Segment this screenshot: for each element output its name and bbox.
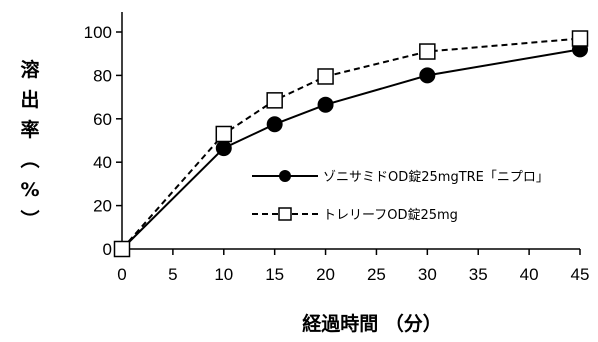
y-axis-title-char: % — [20, 179, 39, 201]
x-tick-label: 0 — [117, 265, 126, 284]
legend-marker-1 — [279, 170, 291, 182]
series-line-1 — [121, 48, 581, 250]
chart-legend: ゾニサミドOD錠25mgTRE「ニプロ」トレリーフOD錠25mg — [252, 170, 549, 223]
x-axis-title: 経過時間 （分） — [302, 312, 442, 335]
series-2-point — [571, 30, 589, 47]
x-tick-label: 40 — [520, 265, 539, 284]
x-tick-label: 10 — [214, 265, 233, 284]
series-2-point — [317, 68, 334, 85]
series-line-2 — [121, 37, 581, 250]
y-axis-title-char: ） — [18, 209, 41, 228]
series-2-point — [266, 92, 283, 109]
chart-lines — [121, 37, 581, 250]
legend-marker-2 — [278, 207, 292, 221]
series-1-point — [266, 116, 283, 133]
y-axis-title-char: 出 — [20, 88, 39, 111]
legend-label-1: ゾニサミドOD錠25mgTRE「ニプロ」 — [323, 170, 549, 185]
x-tick-label: 15 — [265, 265, 284, 284]
chart-titles: 経過時間 （分） 溶出率 （% ） — [18, 58, 442, 335]
chart-axes — [121, 12, 580, 250]
y-axis-title-char: （ — [18, 149, 41, 168]
x-tick-label: 35 — [469, 265, 488, 284]
legend-label-2: トレリーフOD錠25mg — [323, 208, 458, 223]
series-1-point — [419, 67, 436, 84]
series-2-point — [419, 43, 436, 60]
chart-ticks: 0 20 40 60 80 100 0 5 10 15 20 25 30 35 40 45 — [84, 23, 590, 284]
series-1-point — [317, 96, 334, 113]
series-2-point — [113, 240, 131, 258]
chart-markers — [113, 30, 589, 258]
x-tick-label: 20 — [316, 265, 335, 284]
y-tick-label: 40 — [93, 153, 112, 172]
series-1-point — [215, 140, 232, 157]
x-tick-label: 45 — [571, 265, 590, 284]
y-tick-label: 0 — [103, 240, 112, 259]
y-tick-label: 100 — [84, 23, 112, 42]
y-axis-title-char: 溶 — [20, 58, 39, 81]
y-axis-title-char: 率 — [20, 118, 39, 141]
y-tick-label: 60 — [93, 110, 112, 129]
y-tick-label: 80 — [93, 66, 112, 85]
x-tick-label: 25 — [367, 265, 386, 284]
x-tick-label: 5 — [168, 265, 177, 284]
y-tick-label: 20 — [93, 197, 112, 216]
x-tick-label: 30 — [418, 265, 437, 284]
series-2-point — [215, 125, 233, 143]
